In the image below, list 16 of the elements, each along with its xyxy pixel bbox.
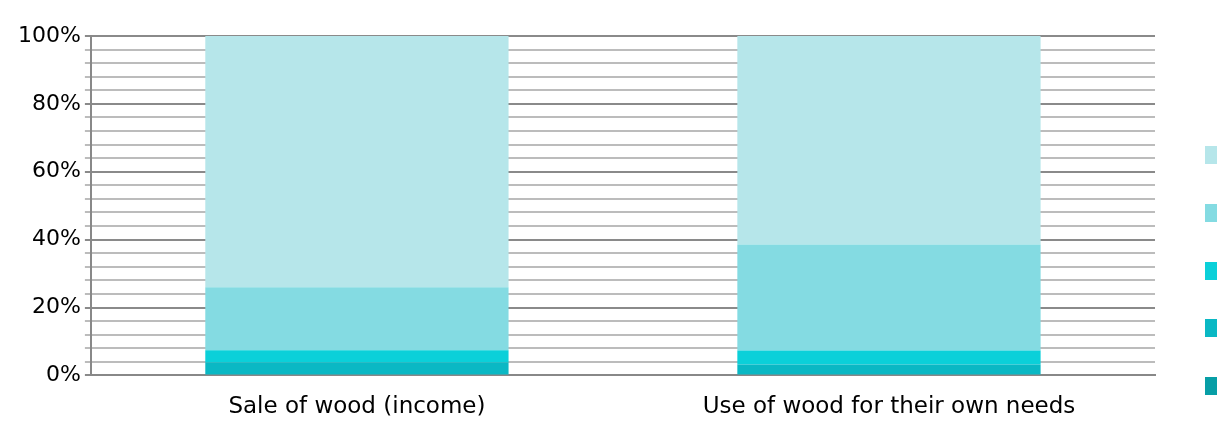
bar: [737, 350, 1041, 365]
y-tick-label: 100%: [17, 21, 81, 47]
bar: [205, 362, 509, 375]
bar: [205, 36, 509, 288]
y-tick-label: 80%: [31, 89, 81, 115]
bar: [205, 287, 509, 351]
y-tick-label: 60%: [31, 157, 81, 183]
y-tick-label: 40%: [31, 225, 81, 251]
bar: [737, 364, 1041, 375]
x-tick-label: Use of wood for their own needs: [702, 392, 1076, 419]
bar: [737, 36, 1041, 245]
x-tick-label: Sale of wood (income): [228, 392, 486, 419]
y-tick-label: 20%: [31, 293, 81, 319]
y-tick-label: 0%: [45, 361, 81, 387]
bar: [737, 244, 1041, 351]
bar: [205, 350, 509, 363]
